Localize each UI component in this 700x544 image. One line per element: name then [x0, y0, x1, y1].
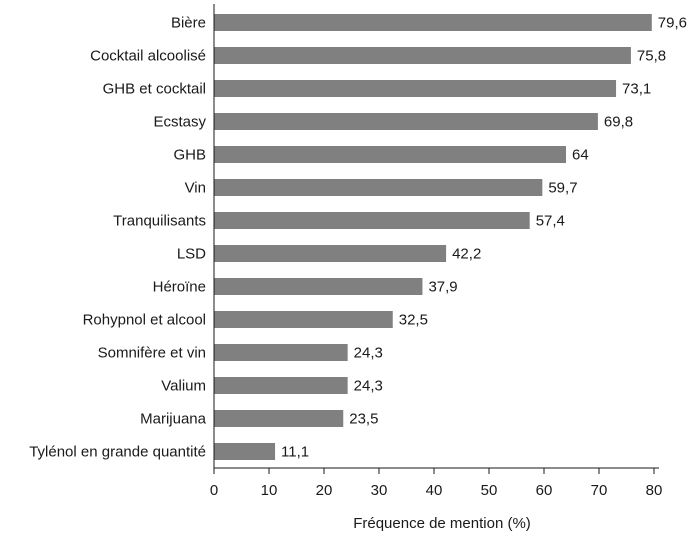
category-label: Cocktail alcoolisé [90, 48, 206, 65]
bar [214, 443, 276, 460]
x-axis-title: Fréquence de mention (%) [353, 515, 531, 532]
bar [214, 344, 348, 361]
bar [214, 311, 393, 328]
category-label: Tylénol en grande quantité [29, 444, 206, 461]
bar [214, 410, 344, 427]
value-label: 73,1 [622, 81, 651, 98]
x-tick-label: 30 [371, 482, 388, 499]
value-label: 23,5 [349, 411, 378, 428]
category-label: Ecstasy [153, 114, 206, 131]
category-labels: Bière Cocktail alcoolisé GHB et cocktail Ec… [29, 15, 206, 461]
category-label: Somnifère et vin [98, 345, 206, 362]
value-label: 24,3 [354, 345, 383, 362]
category-label: GHB et cocktail [103, 81, 206, 98]
bar [214, 212, 530, 229]
value-label: 32,5 [399, 312, 428, 329]
x-axis-ticks: 0 10 20 30 40 50 60 70 80 [210, 468, 663, 499]
x-tick-label: 20 [316, 482, 333, 499]
value-label: 75,8 [637, 48, 666, 65]
value-label: 79,6 [658, 15, 687, 32]
value-label: 37,9 [428, 279, 457, 296]
x-tick-label: 60 [536, 482, 553, 499]
category-label: Héroïne [153, 279, 206, 296]
x-tick-label: 70 [591, 482, 608, 499]
category-label: LSD [177, 246, 206, 263]
value-label: 42,2 [452, 246, 481, 263]
bar [214, 14, 652, 31]
value-label: 64 [572, 147, 589, 164]
x-tick-label: 40 [426, 482, 443, 499]
value-label: 24,3 [354, 378, 383, 395]
x-tick-label: 50 [481, 482, 498, 499]
value-label: 57,4 [536, 213, 565, 230]
bar [214, 113, 598, 130]
category-label: GHB [173, 147, 206, 164]
value-labels: 79,6 75,8 73,1 69,8 64 59,7 57,4 42,2 37,932,5 24… [281, 15, 687, 461]
bar [214, 278, 423, 295]
value-label: 11,1 [281, 444, 309, 461]
bar [214, 179, 543, 196]
bar [214, 245, 447, 262]
bars-group [214, 14, 652, 460]
x-tick-label: 80 [646, 482, 663, 499]
bar [214, 377, 348, 394]
category-label: Bière [171, 15, 206, 32]
bar [214, 146, 566, 163]
category-label: Tranquilisants [113, 213, 206, 230]
x-tick-label: 0 [210, 482, 218, 499]
x-tick-label: 10 [261, 482, 278, 499]
category-label: Rohypnol et alcool [83, 312, 206, 329]
value-label: 69,8 [604, 114, 633, 131]
category-label: Vin [185, 180, 206, 197]
bar [214, 47, 631, 64]
bar [214, 80, 617, 97]
category-label: Valium [161, 378, 206, 395]
category-label: Marijuana [140, 411, 207, 428]
value-label: 59,7 [548, 180, 577, 197]
